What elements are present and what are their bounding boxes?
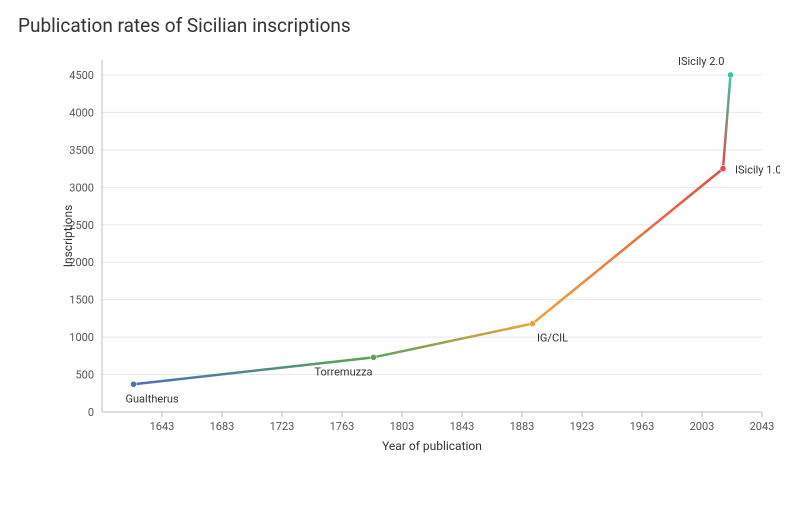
data-point	[728, 72, 734, 78]
point-labels: Gualtherus Torremuzza IG/CIL ISicily 1.0 ISi…	[126, 55, 781, 405]
y-tick-label: 0	[88, 406, 94, 419]
data-line	[134, 75, 731, 384]
x-tick-label: 1963	[630, 420, 655, 433]
x-tick-label: 2003	[690, 420, 715, 433]
y-tick-label: 500	[75, 369, 94, 382]
y-tick-label: 3500	[69, 144, 94, 157]
x-axis-label: Year of publication	[382, 439, 482, 453]
x-tick-label: 2043	[750, 420, 775, 433]
x-tick-label: 1843	[450, 420, 475, 433]
chart-plot: 050010001500200025003000350040004500 164…	[60, 52, 780, 460]
data-points	[131, 72, 734, 387]
x-tick-label: 1923	[570, 420, 595, 433]
y-tick-label: 4000	[69, 106, 94, 119]
data-point	[371, 354, 377, 360]
x-tick-label: 1683	[210, 420, 235, 433]
chart-title: Publication rates of Sicilian inscriptio…	[18, 14, 351, 37]
data-point	[720, 166, 726, 172]
y-tick-label: 1000	[69, 331, 94, 344]
x-tick-label: 1803	[390, 420, 415, 433]
data-point	[131, 381, 137, 387]
x-tick-label: 1723	[270, 420, 295, 433]
point-label: ISicily 2.0	[678, 55, 725, 68]
point-label: Gualtherus	[126, 392, 179, 405]
y-axis-label: Inscriptions	[61, 205, 75, 268]
x-tick-label: 1643	[150, 420, 175, 433]
data-point	[530, 321, 536, 327]
point-label: Torremuzza	[314, 365, 372, 378]
y-tick-label: 3000	[69, 181, 94, 194]
y-tick-label: 1500	[69, 294, 94, 307]
x-tick-label: 1883	[510, 420, 535, 433]
point-label: IG/CIL	[537, 332, 568, 345]
chart-container: Publication rates of Sicilian inscriptio…	[0, 0, 800, 512]
y-tick-label: 4500	[69, 69, 94, 82]
point-label: ISicily 1.0	[735, 164, 780, 177]
x-tick-label: 1763	[330, 420, 355, 433]
